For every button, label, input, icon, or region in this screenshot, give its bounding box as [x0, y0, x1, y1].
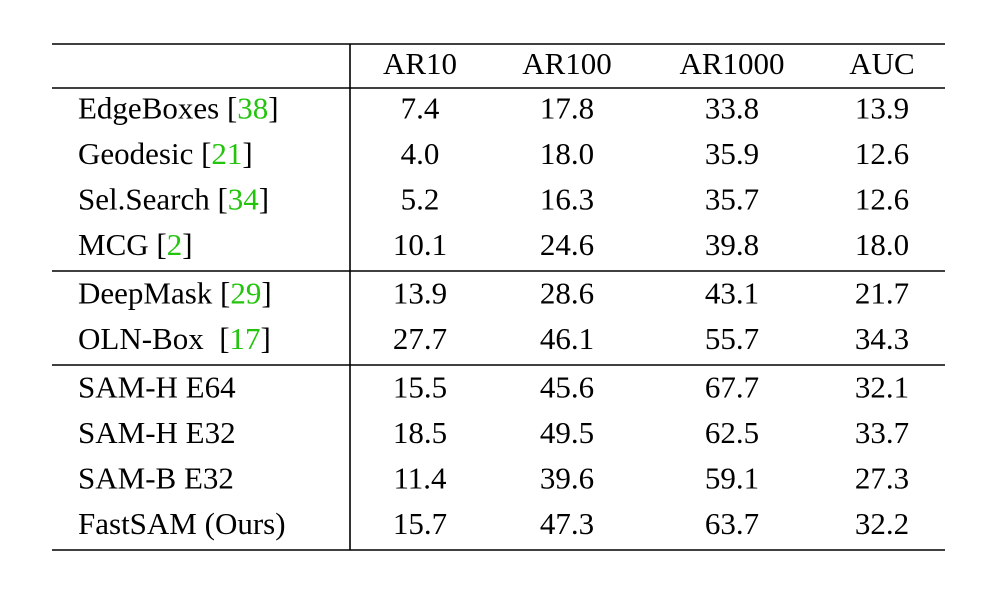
cell-value: 24.6: [540, 227, 594, 262]
method-text: ]: [268, 90, 278, 125]
cell-value: 11.4: [393, 460, 447, 495]
citation: 34: [228, 181, 260, 216]
cell-value: 59.1: [705, 460, 759, 495]
cell-value: 27.3: [855, 460, 909, 495]
cell-value: 49.5: [540, 415, 594, 450]
method-label: FastSAM (Ours): [78, 506, 286, 541]
method-text: DeepMask [: [78, 275, 230, 310]
column-header: AR10: [383, 46, 457, 81]
cell-value: 12.6: [855, 136, 909, 171]
method-text: Geodesic [: [78, 136, 211, 171]
cell-value: 4.0: [401, 136, 440, 171]
method-text: Sel.Search [: [78, 181, 228, 216]
cell-value: 47.3: [540, 506, 594, 541]
cell-value: 17.8: [540, 90, 594, 125]
cell-value: 62.5: [705, 415, 759, 450]
cell-value: 33.7: [855, 415, 909, 450]
cell-value: 39.8: [705, 227, 759, 262]
method-label: MCG [2]: [78, 227, 193, 262]
cell-value: 45.6: [540, 369, 594, 404]
citation: 38: [237, 90, 268, 125]
method-label: OLN-Box [17]: [78, 321, 271, 356]
cell-value: 13.9: [855, 90, 909, 125]
method-text: OLN-Box [: [78, 321, 230, 356]
cell-value: 32.1: [855, 369, 909, 404]
citation: 17: [230, 321, 261, 356]
cell-value: 34.3: [855, 321, 909, 356]
cell-value: 55.7: [705, 321, 759, 356]
cell-value: 16.3: [540, 181, 594, 216]
method-label: SAM-B E32: [78, 460, 234, 495]
method-text: SAM-H E64: [78, 369, 236, 404]
method-text: SAM-H E32: [78, 415, 236, 450]
cell-value: 33.8: [705, 90, 759, 125]
method-label: EdgeBoxes [38]: [78, 90, 279, 125]
citation: 21: [211, 136, 242, 171]
cell-value: 7.4: [401, 90, 440, 125]
cell-value: 18.5: [393, 415, 447, 450]
method-text: FastSAM (Ours): [78, 506, 286, 541]
column-header: AR1000: [679, 46, 784, 81]
cell-value: 35.9: [705, 136, 759, 171]
method-text: SAM-B E32: [78, 460, 234, 495]
method-text: EdgeBoxes [: [78, 90, 237, 125]
cell-value: 15.5: [393, 369, 447, 404]
method-text: ]: [259, 181, 269, 216]
method-text: ]: [242, 136, 252, 171]
cell-value: 67.7: [705, 369, 759, 404]
cell-value: 27.7: [393, 321, 447, 356]
method-label: SAM-H E32: [78, 415, 236, 450]
column-header: AUC: [849, 46, 914, 81]
cell-value: 32.2: [855, 506, 909, 541]
cell-value: 35.7: [705, 181, 759, 216]
method-label: Geodesic [21]: [78, 136, 253, 171]
method-label: SAM-H E64: [78, 369, 236, 404]
cell-value: 39.6: [540, 460, 594, 495]
cell-value: 12.6: [855, 181, 909, 216]
method-label: DeepMask [29]: [78, 275, 272, 310]
method-text: ]: [261, 275, 271, 310]
cell-value: 21.7: [855, 275, 909, 310]
cell-value: 13.9: [393, 275, 447, 310]
method-label: Sel.Search [34]: [78, 181, 269, 216]
cell-value: 63.7: [705, 506, 759, 541]
cell-value: 43.1: [705, 275, 759, 310]
citation: 2: [167, 227, 183, 262]
cell-value: 28.6: [540, 275, 594, 310]
method-text: MCG [: [78, 227, 167, 262]
citation: 29: [230, 275, 261, 310]
cell-value: 18.0: [540, 136, 594, 171]
column-header: AR100: [522, 46, 612, 81]
method-text: ]: [261, 321, 271, 356]
method-text: ]: [182, 227, 192, 262]
cell-value: 10.1: [393, 227, 447, 262]
cell-value: 18.0: [855, 227, 909, 262]
cell-value: 5.2: [401, 181, 440, 216]
cell-value: 46.1: [540, 321, 594, 356]
cell-value: 15.7: [393, 506, 447, 541]
